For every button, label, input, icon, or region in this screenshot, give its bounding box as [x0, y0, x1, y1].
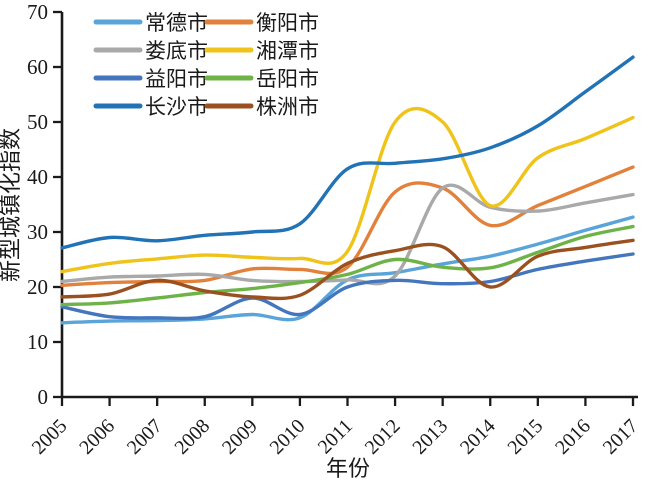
x-tick-label: 2011 [314, 415, 357, 458]
legend-item-娄底市: 娄底市 [93, 39, 208, 63]
x-tick-label: 2010 [266, 415, 310, 459]
x-tick-label: 2005 [28, 415, 72, 459]
legend-item-常德市: 常德市 [93, 11, 208, 35]
legend-label-常德市: 常德市 [145, 11, 208, 35]
y-tick-label: 50 [27, 110, 48, 134]
legend-item-长沙市: 长沙市 [93, 95, 208, 119]
legend-item-衡阳市: 衡阳市 [204, 11, 319, 35]
series-line-长沙市 [60, 55, 635, 250]
legend-item-株洲市: 株洲市 [204, 95, 319, 119]
y-tick-label: 20 [27, 275, 48, 299]
y-tick-label: 10 [27, 330, 48, 354]
x-tick-label: 2012 [361, 415, 405, 459]
x-tick-label: 2006 [75, 415, 119, 459]
x-tick-label: 2009 [218, 415, 262, 459]
x-tick-label: 2008 [170, 415, 214, 459]
legend-item-益阳市: 益阳市 [93, 67, 208, 91]
x-tick-label: 2015 [504, 415, 548, 459]
series-line-娄底市 [60, 183, 635, 286]
x-tick-label: 2014 [456, 415, 500, 459]
legend-label-娄底市: 娄底市 [145, 39, 208, 63]
y-tick-label: 30 [27, 220, 48, 244]
series-line-岳阳市 [60, 224, 635, 307]
x-tick-label: 2016 [551, 415, 595, 459]
series-line-常德市 [60, 215, 635, 325]
series-line-益阳市 [60, 252, 635, 321]
y-tick-label: 60 [27, 55, 48, 79]
x-axis-title: 年份 [326, 456, 370, 481]
legend-item-湘潭市: 湘潭市 [204, 39, 319, 63]
legend-item-岳阳市: 岳阳市 [204, 67, 319, 91]
y-tick-label: 40 [27, 165, 48, 189]
x-tick-label: 2013 [408, 415, 452, 459]
legend-label-株洲市: 株洲市 [256, 95, 319, 119]
y-tick-label: 70 [27, 0, 48, 24]
y-tick-label: 0 [38, 385, 49, 409]
series-lines [60, 55, 635, 325]
legend-label-岳阳市: 岳阳市 [256, 67, 319, 91]
y-axis-title: 新型城镇化指数 [0, 128, 23, 282]
legend-label-长沙市: 长沙市 [145, 95, 208, 119]
x-tick-label: 2017 [599, 415, 643, 459]
series-line-湘潭市 [60, 106, 635, 274]
legend-label-湘潭市: 湘潭市 [256, 39, 319, 63]
legend-label-益阳市: 益阳市 [145, 67, 208, 91]
legend-label-衡阳市: 衡阳市 [256, 11, 319, 35]
x-tick-label: 2007 [123, 415, 167, 459]
series-line-株洲市 [60, 238, 635, 301]
